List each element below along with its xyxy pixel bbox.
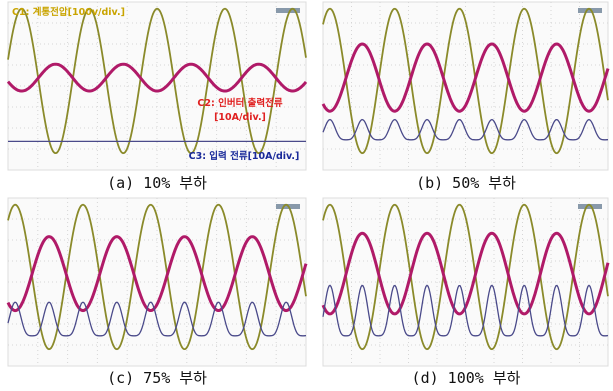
caption: (c) 75% 부하 [107,369,207,387]
c2-label: C2: 인버터 출력전류 [197,97,282,109]
caption: (a) 10% 부하 [107,174,207,192]
caption: (b) 50% 부하 [416,174,516,192]
c2-label: [10A/div.] [214,112,266,123]
panels [8,2,608,366]
scope-screen [8,198,306,366]
scope-screen [323,198,608,366]
figure: (a) 10% 부하 (b) 50% 부하 (c) 75% 부하 (d) 100… [0,0,613,391]
c1-label: C1: 계통전압[100v/div.] [12,6,125,18]
scope-screen [323,2,608,170]
c3-label: C3: 입력 전류[10A/div.] [189,150,300,162]
scope-screen [8,2,306,170]
caption: (d) 100% 부하 [412,369,521,387]
